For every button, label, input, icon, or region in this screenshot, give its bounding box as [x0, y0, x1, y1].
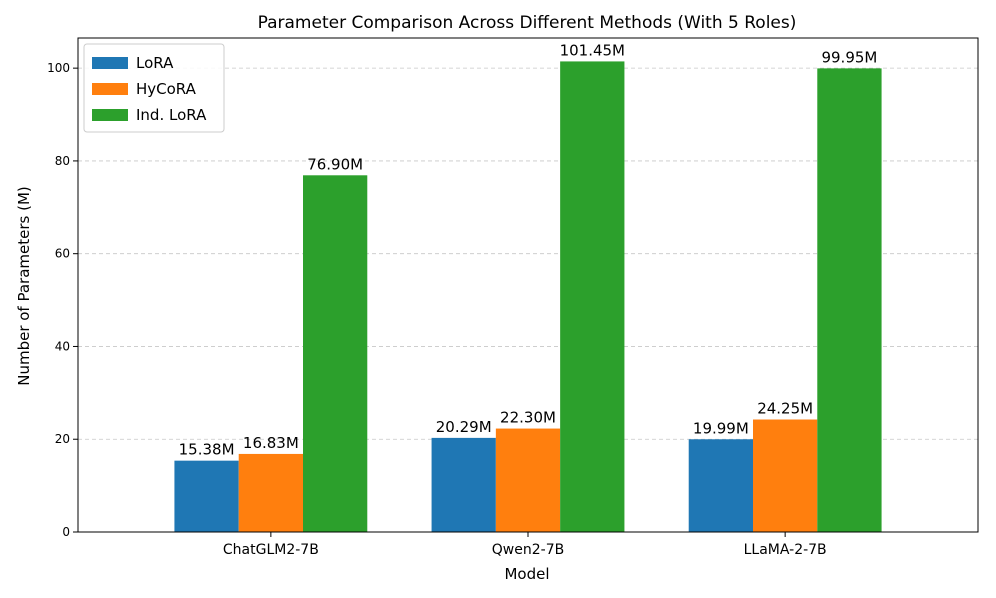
data-label: 19.99M	[693, 419, 749, 437]
legend-swatch	[92, 83, 128, 95]
bar-hycora	[753, 419, 818, 532]
data-label: 20.29M	[436, 418, 492, 436]
bar-lora	[174, 460, 239, 532]
y-tick-label: 60	[55, 247, 70, 261]
data-label: 101.45M	[560, 41, 625, 59]
data-label: 76.90M	[307, 155, 363, 173]
chart-title: Parameter Comparison Across Different Me…	[258, 13, 797, 33]
y-tick-label: 40	[55, 339, 70, 353]
legend-swatch	[92, 109, 128, 121]
y-tick-label: 80	[55, 154, 70, 168]
bar-lora	[431, 437, 496, 532]
x-axis-ticks: ChatGLM2-7B Qwen2-7B LLaMA-2-7B	[223, 532, 827, 558]
bar-ind-lora	[817, 68, 882, 533]
y-tick-label: 100	[47, 61, 70, 75]
data-label: 16.83M	[243, 434, 299, 452]
bar-ind-lora	[303, 175, 368, 532]
bar-lora	[688, 439, 753, 532]
data-label: 24.25M	[757, 400, 813, 418]
bar-ind-lora	[560, 61, 625, 533]
bar-hycora	[238, 453, 303, 532]
y-axis-ticks: 0 20 40 60 80 100	[47, 61, 78, 539]
x-tick-label: LLaMA-2-7B	[744, 542, 827, 558]
bars	[174, 61, 882, 533]
x-tick-label: Qwen2-7B	[492, 542, 564, 558]
bar-hycora	[495, 428, 561, 532]
legend-label: HyCoRA	[136, 80, 197, 98]
legend: LoRA HyCoRA Ind. LoRA	[83, 43, 225, 133]
legend-label: LoRA	[136, 54, 174, 72]
y-tick-label: 20	[55, 432, 70, 446]
data-label: 99.95M	[821, 48, 877, 66]
legend-label: Ind. LoRA	[136, 106, 207, 124]
data-labels: 15.38M 16.83M 76.90M 20.29M 22.30M 101.45M 19.…	[179, 41, 878, 458]
data-label: 22.30M	[500, 409, 556, 427]
y-axis-label: Number of Parameters (M)	[15, 186, 33, 386]
data-label: 15.38M	[179, 441, 235, 459]
x-tick-label: ChatGLM2-7B	[223, 542, 319, 558]
legend-swatch	[92, 57, 128, 69]
x-axis-label: Model	[504, 565, 549, 583]
y-tick-label: 0	[62, 525, 70, 539]
